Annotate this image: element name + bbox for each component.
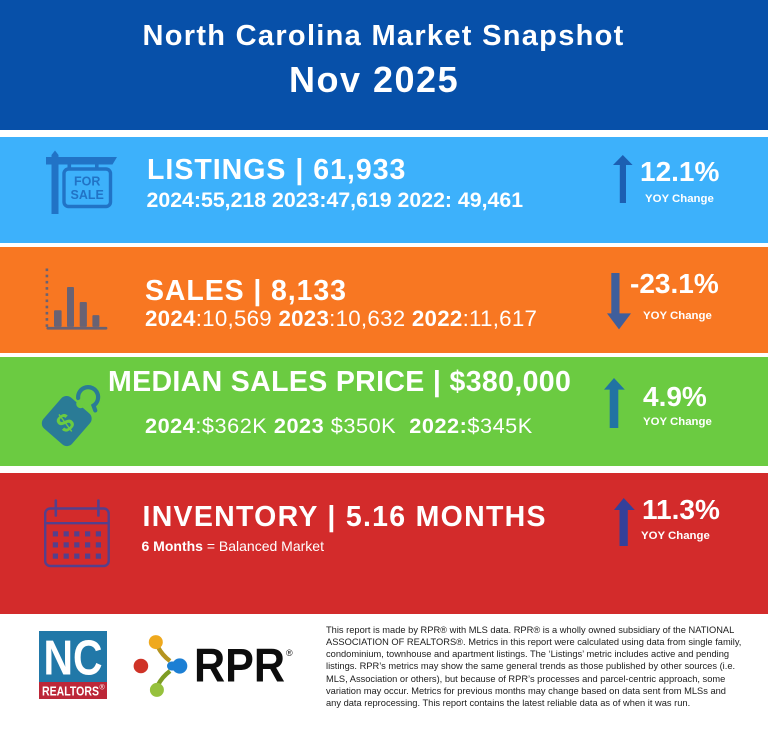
- svg-text:NC: NC: [44, 632, 103, 686]
- svg-text:RPR: RPR: [194, 639, 285, 692]
- svg-text:®: ®: [100, 684, 106, 692]
- svg-text:FOR: FOR: [74, 174, 100, 188]
- svg-text:REALTORS: REALTORS: [42, 684, 99, 699]
- svg-text:®: ®: [286, 648, 293, 658]
- svg-text:SALE: SALE: [71, 188, 104, 202]
